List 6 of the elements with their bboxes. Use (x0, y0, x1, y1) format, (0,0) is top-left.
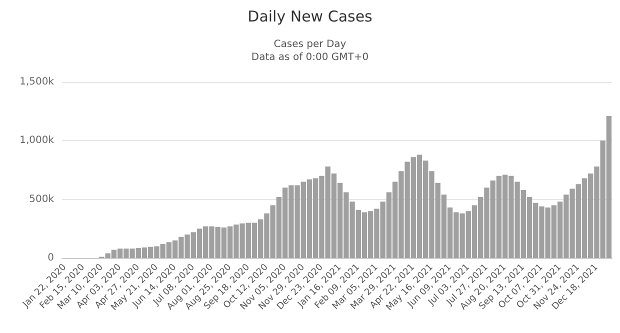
chart-title: Daily New Cases (248, 8, 373, 26)
y-tick-label: 0 (48, 252, 54, 264)
y-tick-label: 1,000k (20, 135, 54, 146)
chart-subtitle: Cases per Day Data as of 0:00 GMT+0 (251, 39, 369, 63)
y-tick-label: 500k (29, 194, 54, 205)
y-tick-label: 1,500k (20, 76, 54, 88)
